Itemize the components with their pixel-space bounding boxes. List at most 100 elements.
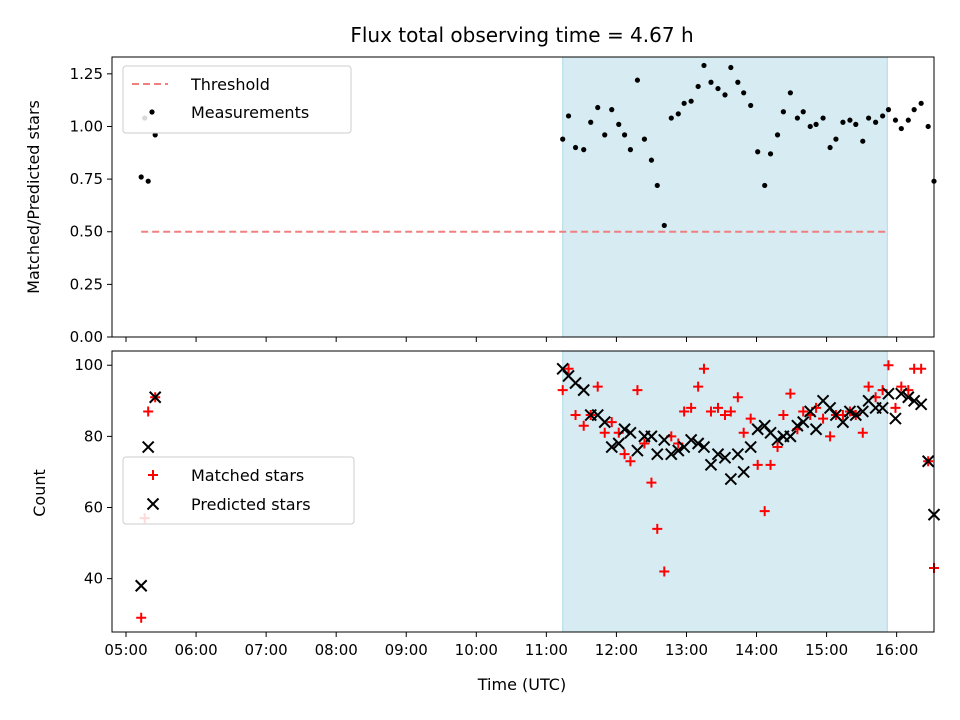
matched-star-point	[570, 410, 581, 421]
matched-star-point	[686, 402, 697, 413]
x-tick-label: 13:00	[665, 641, 708, 659]
measurement-point	[787, 90, 793, 96]
measurement-point	[560, 136, 566, 142]
predicted-star-point	[704, 458, 718, 472]
predicted-star-point	[849, 408, 862, 422]
matched-star-point	[693, 381, 704, 392]
matched-star-point	[136, 612, 147, 623]
measurement-point	[609, 107, 615, 113]
measurement-point	[688, 98, 694, 104]
measurement-point	[595, 104, 601, 111]
predicted-star-point	[731, 447, 745, 461]
measurement-point	[873, 119, 879, 125]
measurement-point	[715, 85, 721, 92]
matched-star-point	[698, 363, 709, 374]
matched-star-point	[883, 360, 894, 371]
measurement-point	[722, 92, 728, 98]
predicted-star-point	[737, 465, 750, 479]
measurement-point	[621, 132, 628, 138]
predicted-star-point	[804, 405, 817, 418]
predicted-star-point	[836, 415, 850, 429]
y-tick-label: 40	[84, 570, 103, 588]
predicted-star-point	[876, 401, 889, 415]
x-tick-label: 06:00	[174, 641, 217, 659]
measurement-point	[767, 151, 774, 157]
axes-frame	[111, 56, 935, 338]
measurement-point	[885, 107, 892, 113]
matched-star-point	[599, 427, 610, 438]
matched-star-point	[652, 523, 663, 534]
matched-star-point	[752, 459, 763, 470]
measurement-point	[728, 64, 734, 71]
x-tick-label: 08:00	[315, 641, 358, 659]
predicted-star-point	[612, 437, 625, 450]
matched-star-point	[896, 381, 907, 392]
observing-window-shade	[562, 56, 888, 338]
measurement-point	[813, 121, 819, 127]
legend-matched-label: Matched stars	[191, 466, 304, 485]
predicted-star-point	[697, 440, 711, 454]
matched-star-point	[632, 385, 643, 396]
x-tick-label: 09:00	[385, 641, 428, 659]
matched-star-point	[732, 392, 743, 403]
matched-star-point	[679, 406, 690, 417]
predicted-star-point	[889, 412, 902, 425]
measurement-point	[807, 123, 813, 130]
predicted-star-point	[809, 423, 823, 436]
chart-title: Flux total observing time = 4.67 h	[350, 23, 693, 47]
measurement-point	[695, 83, 701, 90]
matched-star-point	[639, 438, 650, 449]
measurement-point	[833, 136, 839, 142]
predicted-star-point	[691, 437, 705, 450]
predicted-star-point	[651, 447, 664, 461]
y-tick-label: 60	[84, 499, 103, 517]
legend-matched-swatch	[148, 470, 158, 480]
measurement-point	[654, 182, 660, 189]
x-tick-label: 16:00	[875, 641, 918, 659]
legend-box	[122, 456, 355, 525]
measurement-point	[616, 121, 622, 127]
predicted-star-point	[907, 394, 921, 408]
top-y-axis-label: Matched/Predicted stars	[24, 100, 43, 294]
measurement-point	[661, 222, 667, 229]
measurement-point	[668, 115, 674, 121]
measurement-point	[840, 119, 846, 125]
predicted-star-point	[914, 398, 928, 411]
predicted-star-point	[744, 440, 757, 454]
matched-star-point	[712, 402, 723, 413]
predicted-star-point	[134, 579, 148, 592]
matched-star-point	[619, 449, 630, 460]
predicted-star-point	[751, 423, 764, 436]
predicted-star-point	[797, 415, 810, 429]
measurement-point	[634, 77, 641, 83]
matched-star-point	[719, 410, 730, 421]
measurement-point	[898, 125, 904, 132]
predicted-star-point	[843, 405, 857, 418]
measurement-point	[627, 147, 634, 153]
measurement-point	[762, 182, 768, 189]
measurement-point	[800, 109, 806, 115]
matched-star-point	[646, 477, 657, 488]
predicted-star-point	[598, 415, 611, 429]
measurement-point	[780, 109, 786, 115]
legend-measurements-label: Measurements	[191, 103, 309, 122]
predicted-star-point	[784, 430, 797, 443]
matched-star-point	[625, 456, 636, 467]
matched-star-point	[825, 431, 836, 442]
legend-threshold-label: Threshold	[190, 75, 270, 94]
predicted-star-point	[711, 447, 725, 461]
measurement-point	[735, 79, 741, 85]
predicted-star-point	[631, 444, 644, 457]
matched-star-point	[705, 406, 716, 417]
observing-window-shade	[562, 350, 888, 633]
measurement-point	[565, 113, 572, 119]
measurement-point	[701, 62, 707, 69]
axes-frame	[111, 350, 935, 633]
measurement-point	[138, 174, 144, 180]
y-tick-label: 1.25	[70, 65, 103, 83]
measurement-point	[866, 115, 872, 121]
measurement-point	[602, 132, 608, 138]
matched-star-point	[738, 427, 749, 438]
y-tick-label: 80	[84, 427, 103, 445]
